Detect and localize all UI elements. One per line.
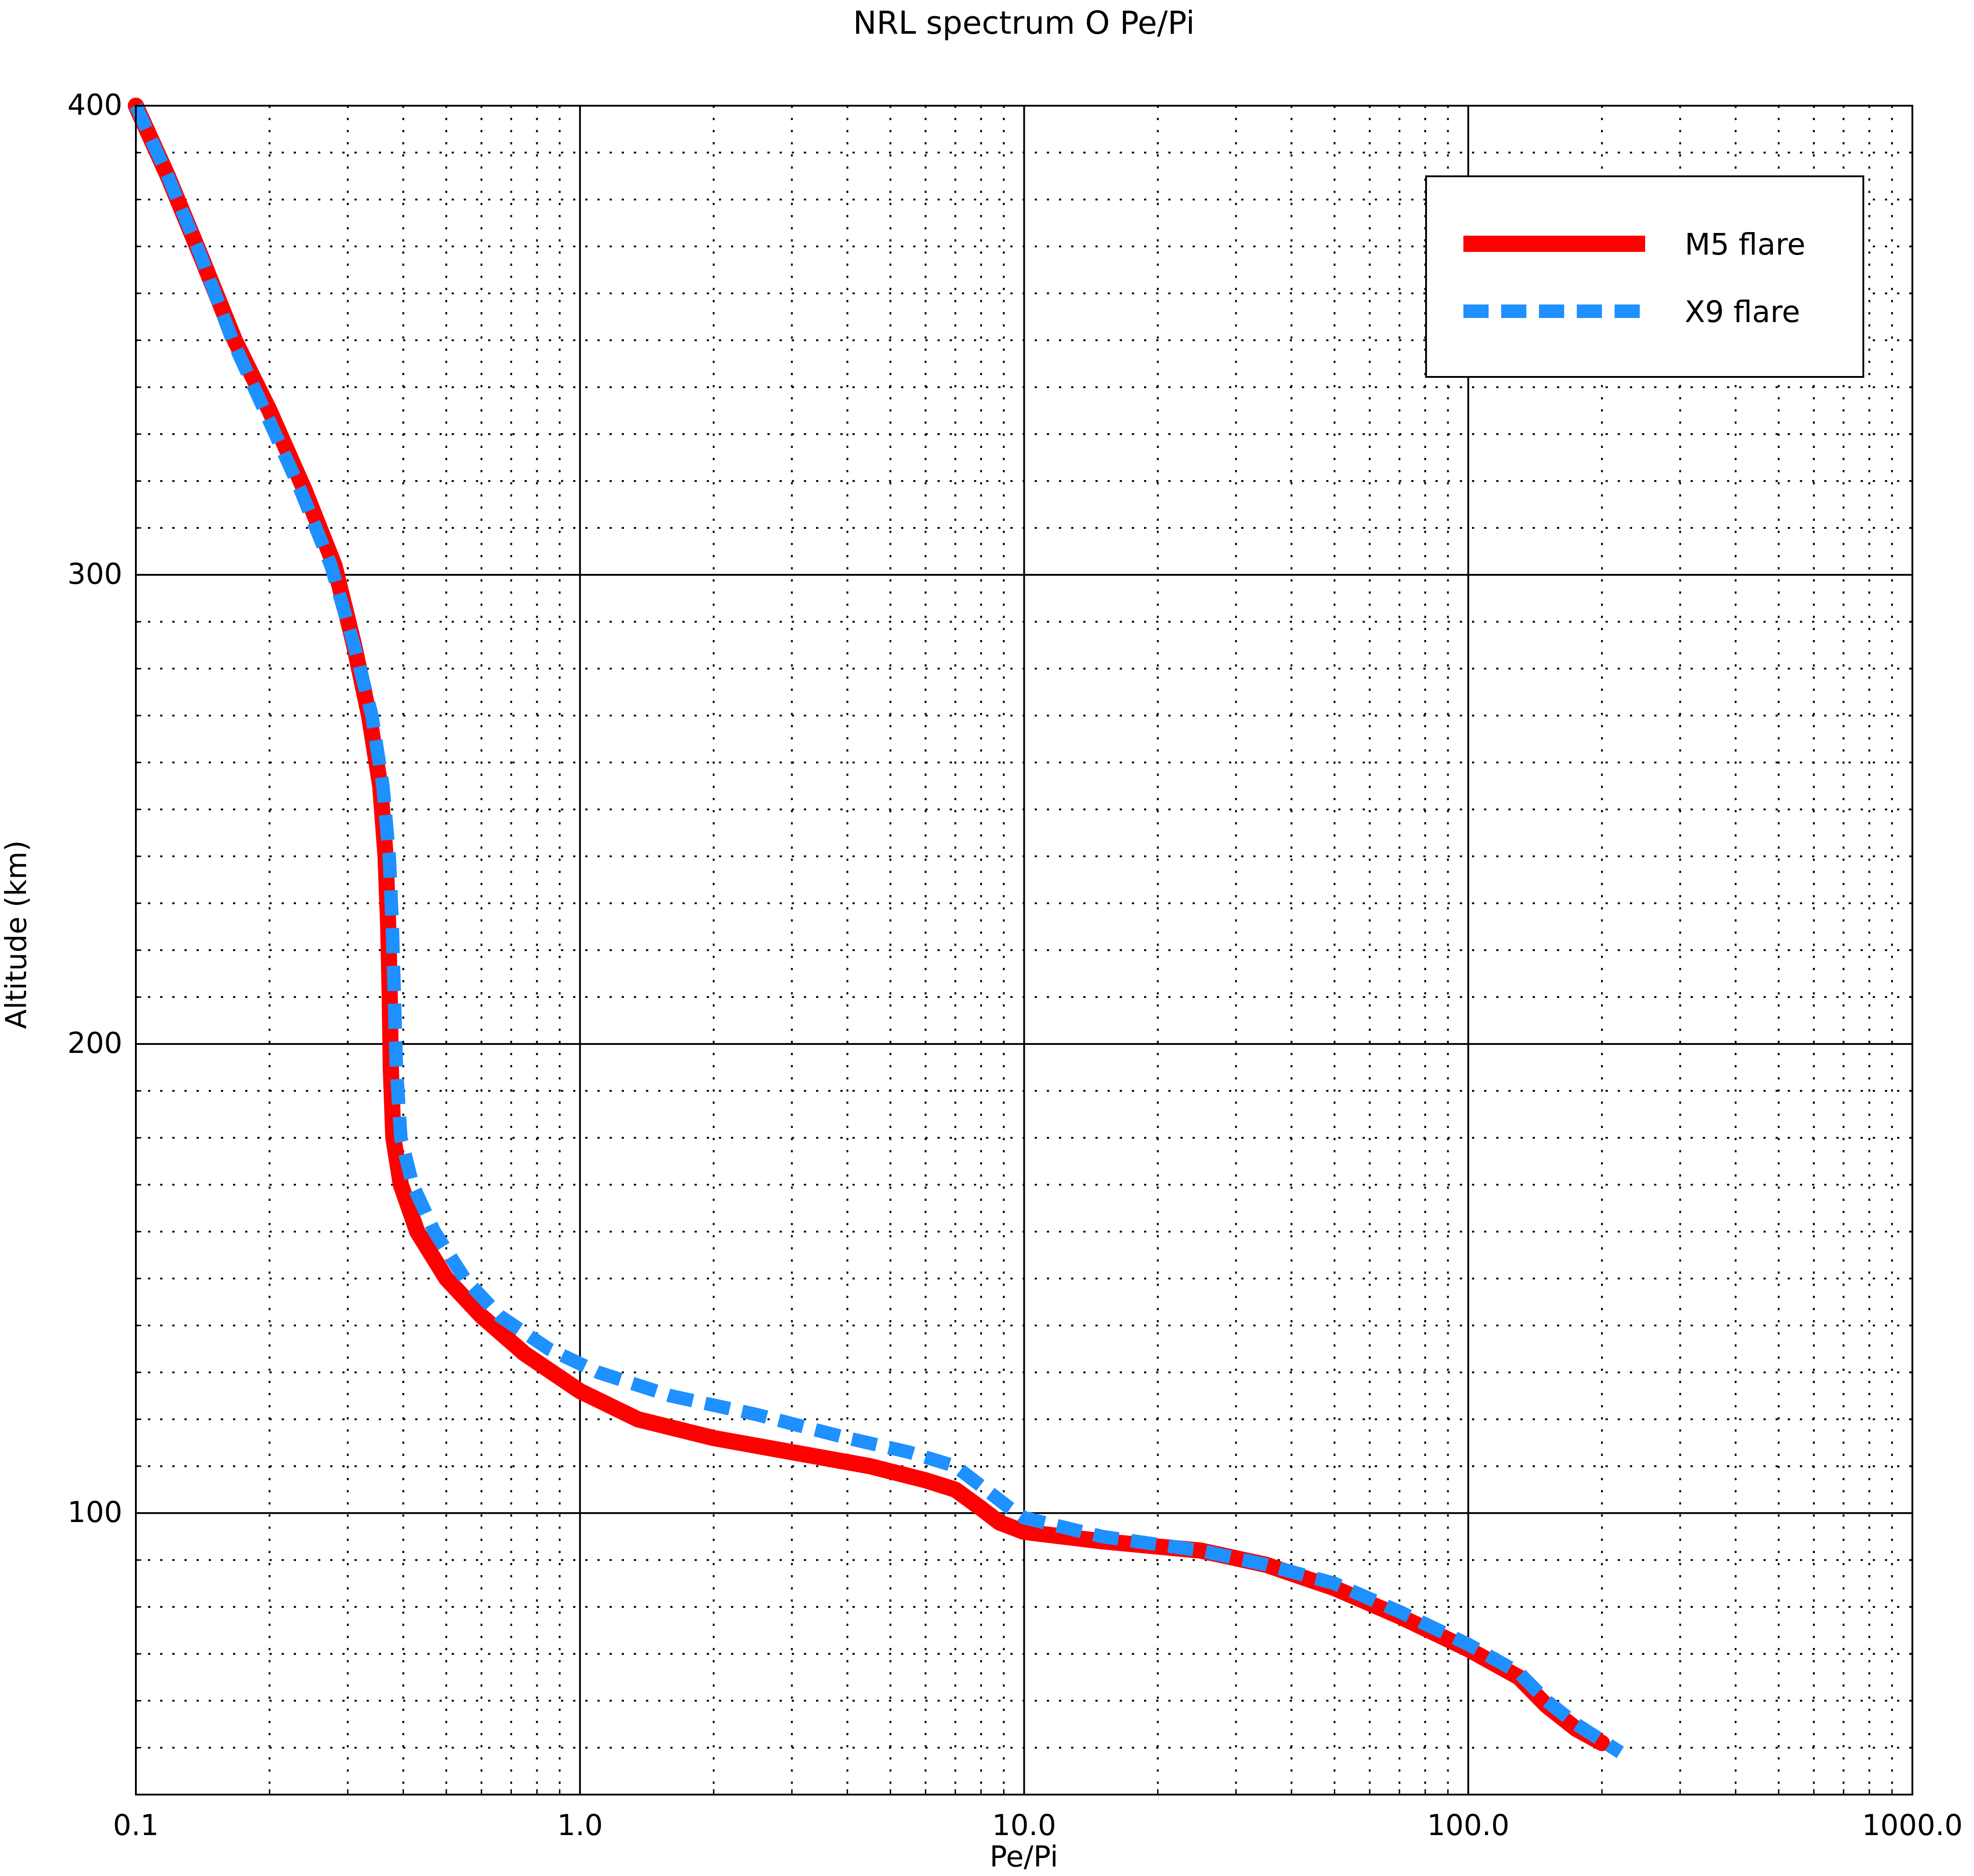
series-line-1 <box>130 103 1624 1758</box>
legend: M5 flare X9 flare <box>1425 175 1864 378</box>
y-tick-label: 100 <box>67 1496 122 1529</box>
x-tick-labels: 0.1 1.0 10.0 100.0 1000.0 <box>113 1809 1963 1842</box>
x-tick-label: 1000.0 <box>1862 1809 1963 1842</box>
x-tick-label: 0.1 <box>113 1809 159 1842</box>
x-tick-label: 1.0 <box>557 1809 603 1842</box>
legend-label-x9: X9 flare <box>1685 295 1800 329</box>
y-tick-labels: 100 200 300 400 <box>67 89 122 1529</box>
chart-title: NRL spectrum O Pe/Pi <box>853 4 1195 41</box>
y-tick-label: 400 <box>67 89 122 122</box>
x-tick-label: 100.0 <box>1427 1809 1509 1842</box>
x-axis-label: Pe/Pi <box>990 1840 1058 1874</box>
legend-box <box>1425 175 1864 378</box>
series-layer <box>128 98 1624 1758</box>
y-tick-label: 300 <box>67 558 122 591</box>
x-tick-label: 10.0 <box>992 1809 1056 1842</box>
legend-label-m5: M5 flare <box>1685 227 1805 262</box>
y-axis-label: Altitude (km) <box>0 840 33 1029</box>
tick-marks <box>136 152 1893 1795</box>
y-tick-label: 200 <box>67 1027 122 1060</box>
